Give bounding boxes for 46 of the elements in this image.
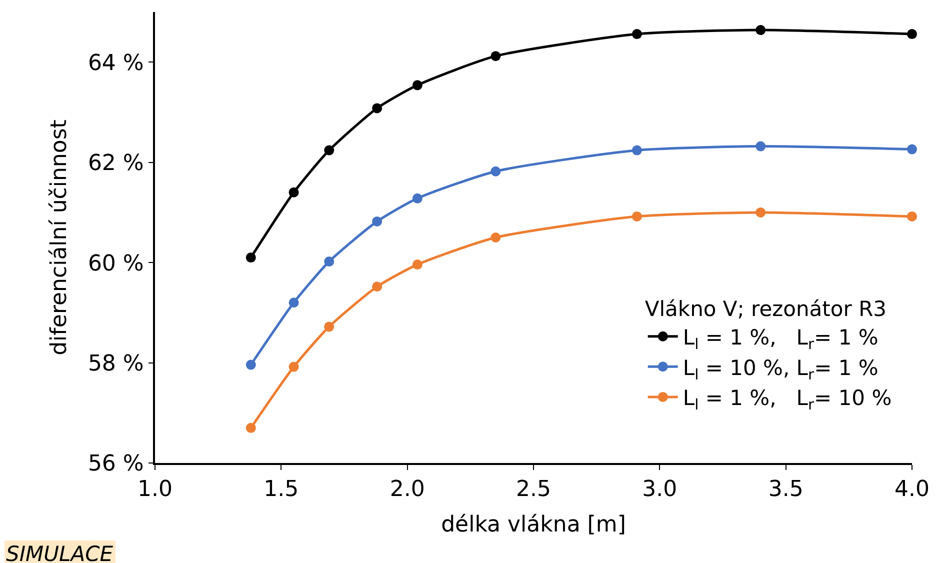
x-tick-label: 2.0: [390, 477, 425, 502]
point: [324, 322, 334, 332]
point: [907, 144, 917, 154]
point: [324, 256, 334, 267]
y-tick-label: 56 %: [88, 452, 144, 477]
point: [372, 103, 382, 114]
point: [288, 298, 299, 308]
point: [412, 260, 422, 270]
point: [490, 232, 501, 242]
point: [632, 211, 642, 222]
x-tick-label: 3.5: [768, 477, 804, 502]
point: [246, 360, 256, 370]
x-axis-title: délka vlákna [m]: [441, 512, 626, 538]
x-tick-label: 1.5: [264, 477, 299, 502]
point: [412, 80, 422, 90]
point: [246, 252, 256, 263]
x-tick-label: 3.0: [642, 477, 678, 502]
y-axis-title: diferenciální účinnost: [47, 119, 72, 356]
legend-label: L$_{l}$ = 1 %, L$_{r}$= 10 %: [682, 386, 892, 414]
y-tick-label: 60 %: [88, 251, 144, 276]
point: [632, 29, 642, 40]
point: [490, 51, 501, 62]
point: [632, 145, 642, 156]
y-tick-label: 62 %: [88, 151, 144, 176]
point: [907, 29, 917, 40]
legend-label: L$_{l}$ = 1 %, L$_{r}$= 1 %: [682, 326, 878, 353]
point: [372, 282, 382, 292]
point: [372, 216, 382, 226]
y-tick-label: 58 %: [88, 351, 144, 376]
point: [907, 211, 917, 222]
text: SIMULACE: [6, 542, 114, 563]
point: [246, 422, 256, 433]
legend-title: Vlákno V; rezonátor R3: [644, 297, 887, 322]
point: [288, 187, 299, 198]
y-tick-label: 64 %: [88, 50, 144, 76]
x-tick-label: 2.5: [516, 477, 551, 502]
x-tick-label: 4.0: [894, 477, 930, 502]
point: [756, 207, 766, 218]
point: [324, 145, 334, 156]
point: [756, 25, 766, 36]
point: [756, 141, 766, 152]
point: [288, 362, 299, 372]
point: [490, 166, 501, 176]
x-tick-label: 1.0: [138, 477, 172, 502]
point: [412, 193, 422, 204]
legend-label: L$_{l}$ = 10 %, L$_{r}$= 1 %: [682, 356, 878, 384]
